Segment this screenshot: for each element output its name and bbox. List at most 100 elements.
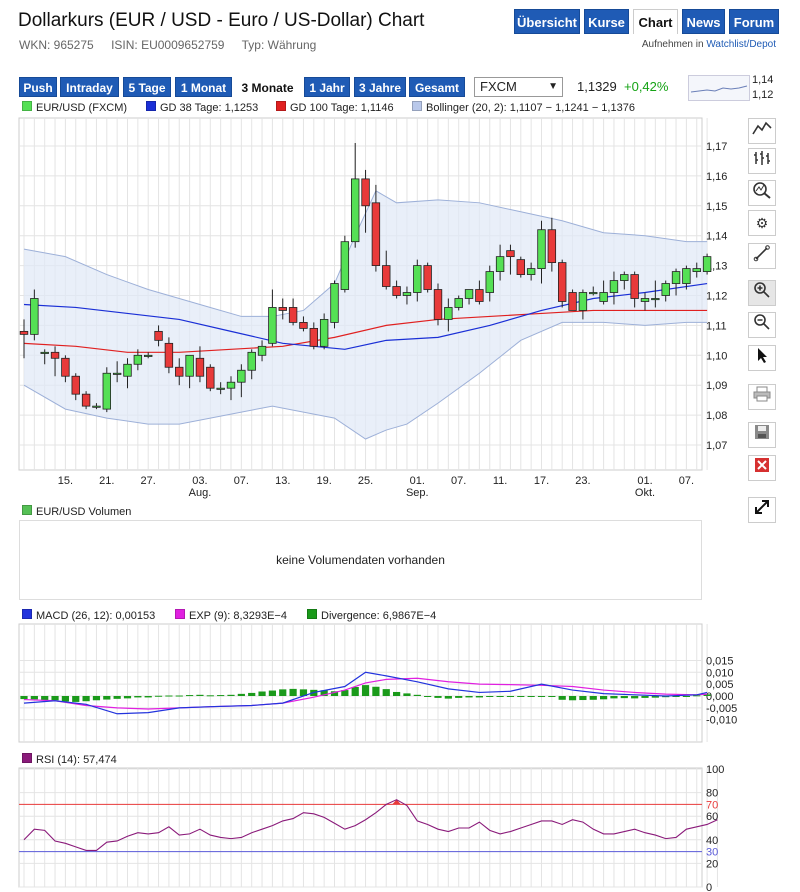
price-chart[interactable]: 1,07 1,08 1,09 1,10 1,11 1,12 1,13 1,14 1,15 1,16… (0, 114, 745, 504)
candle-body (454, 298, 463, 308)
candle-body (620, 274, 629, 281)
save-icon[interactable] (748, 422, 776, 448)
price-change: +0,42% (624, 79, 669, 94)
legend-gd100: GD 100 Tage: 1,1146 (276, 101, 394, 114)
macd-line (23, 671, 708, 715)
tab-forum[interactable]: Forum (729, 9, 779, 34)
line-chart-icon[interactable] (748, 118, 776, 144)
divergence-bar (186, 695, 194, 697)
range-intraday[interactable]: Intraday (60, 77, 119, 97)
legend-swatch (175, 609, 185, 619)
exchange-select[interactable]: FXCM ▼ (474, 77, 563, 97)
candle-body (340, 241, 350, 290)
candle-body (589, 292, 598, 295)
sparkline-chart[interactable] (688, 75, 750, 101)
divergence-bar (517, 696, 525, 697)
candle-body (568, 292, 577, 311)
candle-body (309, 327, 318, 347)
range-1-jahr[interactable]: 1 Jahr (304, 77, 350, 97)
y-tick-label: -0,005 (706, 703, 737, 715)
candle-body (371, 202, 381, 266)
legend-swatch (22, 609, 32, 619)
pointer-icon[interactable] (748, 345, 776, 371)
candle-body (495, 256, 505, 272)
range-1-monat[interactable]: 1 Monat (175, 77, 232, 97)
y-tick-label: 1,16 (706, 171, 727, 183)
divergence-bar (651, 696, 659, 698)
candle-body (350, 178, 360, 243)
zoom-out-icon[interactable] (748, 312, 776, 338)
x-tick-label: 07. (451, 475, 466, 487)
candle-body (682, 268, 691, 284)
divergence-bar (610, 696, 618, 699)
legend-rsi-label: RSI (14): 57,474 (36, 754, 117, 766)
x-tick-label: 01. (637, 475, 652, 487)
divergence-bar (123, 696, 132, 699)
rsi-chart[interactable]: 100 80 60 40 20 0 70 30 (0, 762, 745, 892)
divergence-bar (465, 696, 473, 698)
delete-icon[interactable] (748, 455, 776, 481)
divergence-bar (330, 691, 339, 696)
x-tick-label: 07. (679, 475, 694, 487)
range-3-monate[interactable]: 3 Monate (236, 77, 299, 97)
print-icon[interactable] (748, 384, 776, 410)
y-tick-label: 1,17 (706, 141, 727, 153)
watchlist-depot-link[interactable]: Watchlist/Depot (706, 39, 776, 50)
candle-body (330, 283, 339, 323)
candle-body (671, 271, 681, 284)
divergence-bar (382, 689, 390, 696)
divergence-bar (154, 695, 163, 697)
candle-body (661, 283, 670, 296)
divergence-bar (227, 694, 235, 696)
divergence-bar (361, 685, 370, 696)
divergence-bar (506, 696, 515, 697)
divergence-bar (320, 690, 328, 696)
gd100-line (23, 309, 708, 353)
divergence-bar (72, 696, 80, 702)
tab-news[interactable]: News (682, 9, 725, 34)
divergence-bar (434, 696, 442, 698)
legend-eurusd: EUR/USD (FXCM) (22, 101, 127, 114)
divergence-bar (217, 695, 225, 697)
candle-body (40, 351, 49, 354)
draw-icon[interactable] (748, 243, 776, 269)
rsi-overbought-area (392, 799, 401, 805)
range-5-tage[interactable]: 5 Tage (123, 77, 171, 97)
bollinger-band (24, 190, 708, 440)
tab-kurse[interactable]: Kurse (584, 9, 629, 34)
candle-body (319, 319, 329, 347)
legend-divergence: Divergence: 6,9867E−4 (307, 609, 436, 622)
divergence-bar (703, 694, 711, 696)
candle-body (433, 289, 443, 320)
candle-body (154, 330, 163, 341)
tab-overview[interactable]: Übersicht (514, 9, 580, 34)
range-push[interactable]: Push (19, 77, 57, 97)
y-tick-label: 0,000 (706, 691, 734, 703)
settings-icon[interactable]: ⚙ (748, 210, 776, 236)
divergence-bar (548, 696, 556, 697)
candle-body (268, 307, 277, 344)
indicator-search-icon[interactable] (748, 180, 776, 206)
legend-rsi: RSI (14): 57,474 (22, 753, 117, 766)
legend-bollinger: Bollinger (20, 2): 1,1107 − 1,1241 − 1,1… (412, 101, 635, 114)
divergence-bar (41, 696, 49, 701)
y-tick-label: 1,07 (706, 440, 727, 452)
watchlist-link[interactable]: Aufnehmen in Watchlist/Depot (642, 39, 776, 50)
candle-body (444, 307, 453, 320)
candle-body (278, 307, 287, 311)
y-tick-label: 1,08 (706, 410, 727, 422)
candle-body (382, 265, 391, 287)
divergence-bar (558, 696, 566, 700)
ohlc-icon[interactable] (748, 148, 776, 174)
zoom-in-icon[interactable] (748, 280, 776, 306)
y-tick-label: 0 (706, 882, 712, 892)
range-gesamt[interactable]: Gesamt (409, 77, 465, 97)
chevron-down-icon: ▼ (548, 81, 558, 92)
legend-swatch (22, 753, 32, 763)
fullscreen-icon[interactable] (748, 497, 776, 523)
divergence-bar (496, 696, 504, 697)
range-3-jahre[interactable]: 3 Jahre (354, 77, 406, 97)
tab-chart[interactable]: Chart (633, 9, 678, 34)
divergence-bar (92, 696, 101, 701)
